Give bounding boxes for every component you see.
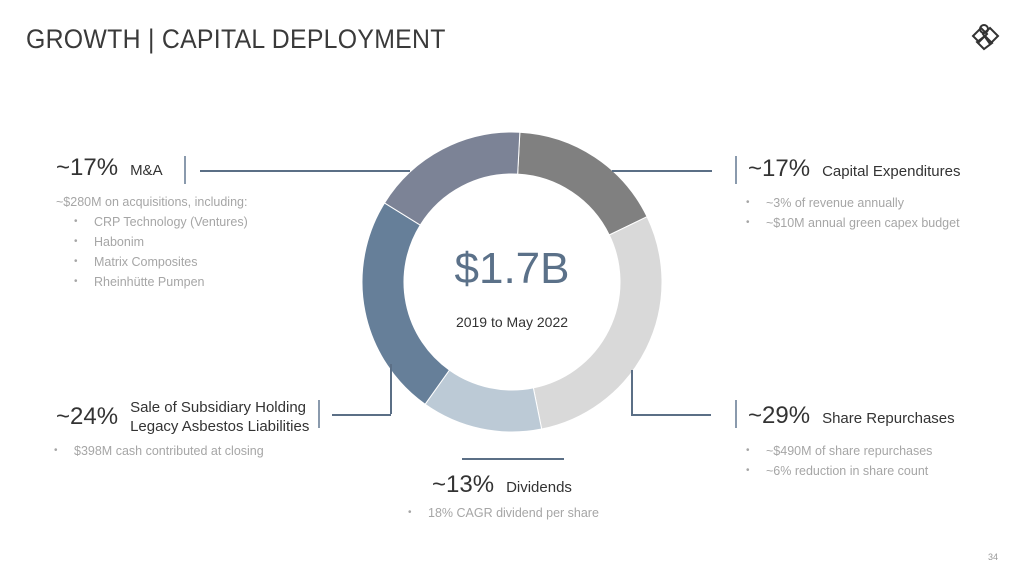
sale-percent: ~24% xyxy=(56,403,119,430)
page-number: 34 xyxy=(987,552,998,562)
capex-bullet: ~3% of revenue annually xyxy=(746,193,960,213)
dividends-connector xyxy=(462,458,564,460)
repurchases-percent: ~29% xyxy=(748,402,811,429)
sale-label: Sale of Subsidiary Holding Legacy Asbest… xyxy=(130,398,309,436)
ma-details: ~$280M on acquisitions, including: CRP T… xyxy=(56,192,248,292)
sale-connector-h xyxy=(332,414,391,416)
capex-bullet: ~$10M annual green capex budget xyxy=(746,213,960,233)
capex-details: ~3% of revenue annually ~$10M annual gre… xyxy=(746,193,960,233)
sale-divider xyxy=(318,400,320,428)
ma-bullet: Matrix Composites xyxy=(74,252,248,272)
sale-label-line-2: Legacy Asbestos Liabilities xyxy=(130,418,310,435)
dividends-details: 18% CAGR dividend per share xyxy=(408,503,599,523)
repurchases-bullet: ~6% reduction in share count xyxy=(746,461,932,481)
company-logo-icon xyxy=(971,24,1000,51)
dividends-percent: ~13% xyxy=(432,471,495,498)
donut-center-value: $1.7B xyxy=(454,244,570,293)
ma-divider xyxy=(184,156,186,184)
capex-divider xyxy=(735,156,737,184)
dividends-label: Dividends xyxy=(506,479,572,496)
slide-title: GROWTH | CAPITAL DEPLOYMENT xyxy=(26,24,446,54)
ma-percent: ~17% xyxy=(56,154,119,181)
repurchases-bullet: ~$490M of share repurchases xyxy=(746,441,932,461)
donut-slice-capital-expenditures xyxy=(517,131,648,236)
capex-label: Capital Expenditures xyxy=(822,163,961,180)
repurchases-connector-v xyxy=(631,370,633,414)
ma-intro: ~$280M on acquisitions, including: xyxy=(56,195,248,209)
donut-center-label: 2019 to May 2022 xyxy=(455,314,569,330)
donut-slice-sale-of-subsidiary-holding-legacy-asbestos-liabilities xyxy=(361,202,451,405)
ma-bullet: Rheinhütte Pumpen xyxy=(74,272,248,292)
ma-bullet: Habonim xyxy=(74,232,248,252)
donut-slice-m-a xyxy=(383,131,521,226)
ma-label: M&A xyxy=(130,162,163,179)
capex-percent: ~17% xyxy=(748,155,811,182)
repurchases-label: Share Repurchases xyxy=(822,410,955,427)
sale-callout-header: ~24% Sale of Subsidiary Holding Legacy A… xyxy=(56,398,309,436)
sale-bullet: $398M cash contributed at closing xyxy=(54,441,264,461)
repurchases-divider xyxy=(735,400,737,428)
capex-connector xyxy=(612,170,712,172)
ma-callout-header: ~17% M&A xyxy=(56,154,163,182)
repurchases-connector-h xyxy=(631,414,711,416)
sale-details: $398M cash contributed at closing xyxy=(54,441,264,461)
repurchases-callout-header: ~29% Share Repurchases xyxy=(748,402,955,430)
ma-bullet: CRP Technology (Ventures) xyxy=(74,212,248,232)
dividends-bullet: 18% CAGR dividend per share xyxy=(408,503,599,523)
sale-connector-v xyxy=(390,364,392,414)
repurchases-details: ~$490M of share repurchases ~6% reductio… xyxy=(746,441,932,481)
dividends-callout-header: ~13% Dividends xyxy=(432,471,572,499)
sale-label-line-1: Sale of Subsidiary Holding xyxy=(130,399,306,416)
ma-connector xyxy=(200,170,410,172)
capex-callout-header: ~17% Capital Expenditures xyxy=(748,155,960,183)
